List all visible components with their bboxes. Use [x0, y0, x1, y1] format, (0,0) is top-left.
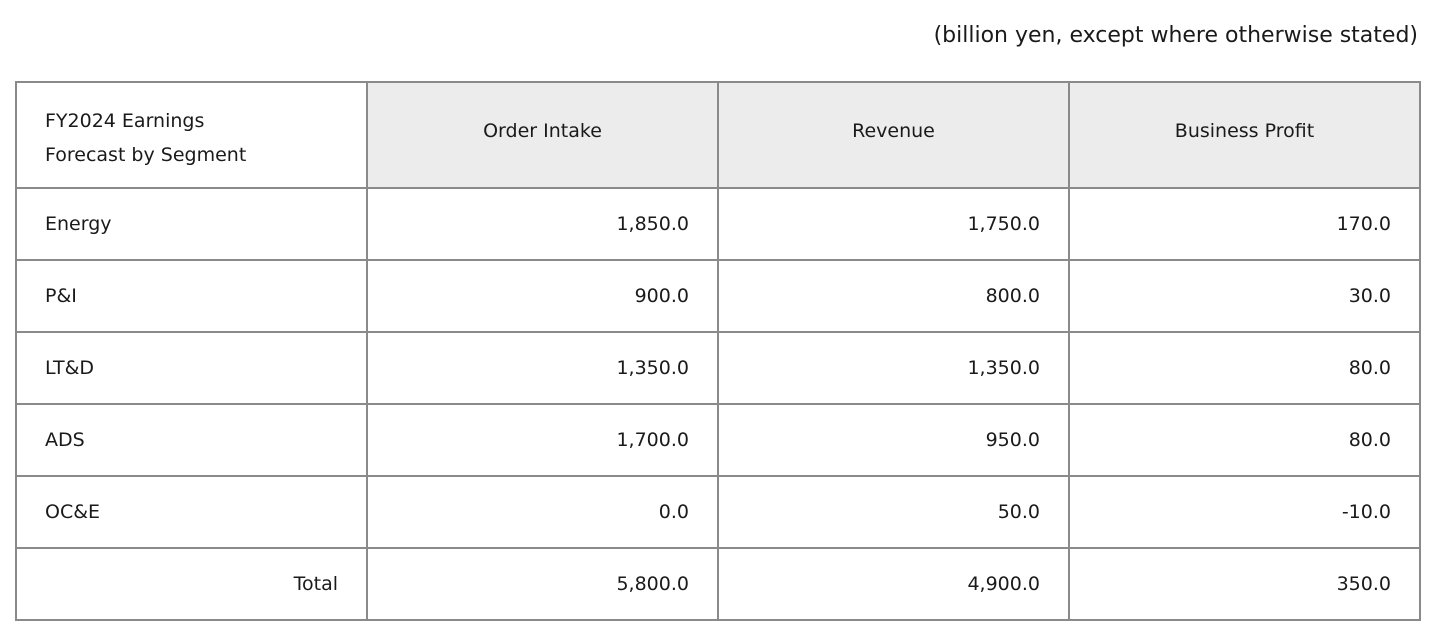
- revenue-cell: 800.0: [717, 259, 1070, 333]
- business-profit-cell: 30.0: [1068, 259, 1421, 333]
- revenue-cell: 1,350.0: [717, 331, 1070, 405]
- order-intake-cell: 1,350.0: [366, 331, 719, 405]
- segment-name: OC&E: [15, 475, 368, 549]
- column-header-order-intake: Order Intake: [366, 81, 719, 189]
- table-row-ads: ADS 1,700.0 950.0 80.0: [15, 403, 1421, 477]
- segment-forecast-table: FY2024 Earnings Forecast by Segment Orde…: [15, 81, 1421, 621]
- total-label: Total: [15, 547, 368, 621]
- business-profit-cell: 170.0: [1068, 187, 1421, 261]
- corner-header-line2: Forecast by Segment: [45, 144, 247, 166]
- column-header-revenue: Revenue: [717, 81, 1070, 189]
- corner-header: FY2024 Earnings Forecast by Segment: [15, 81, 368, 189]
- table-row-pi: P&I 900.0 800.0 30.0: [15, 259, 1421, 333]
- unit-note: (billion yen, except where otherwise sta…: [933, 23, 1418, 48]
- corner-header-line1: FY2024 Earnings: [45, 110, 205, 132]
- revenue-cell: 50.0: [717, 475, 1070, 549]
- order-intake-cell: 0.0: [366, 475, 719, 549]
- revenue-cell: 1,750.0: [717, 187, 1070, 261]
- table-row-energy: Energy 1,850.0 1,750.0 170.0: [15, 187, 1421, 261]
- revenue-cell: 950.0: [717, 403, 1070, 477]
- business-profit-cell: 350.0: [1068, 547, 1421, 621]
- order-intake-cell: 1,850.0: [366, 187, 719, 261]
- table-row-oce: OC&E 0.0 50.0 -10.0: [15, 475, 1421, 549]
- business-profit-cell: -10.0: [1068, 475, 1421, 549]
- revenue-cell: 4,900.0: [717, 547, 1070, 621]
- order-intake-cell: 900.0: [366, 259, 719, 333]
- header-row: FY2024 Earnings Forecast by Segment Orde…: [15, 81, 1421, 189]
- business-profit-cell: 80.0: [1068, 331, 1421, 405]
- table-row-total: Total 5,800.0 4,900.0 350.0: [15, 547, 1421, 621]
- segment-name: LT&D: [15, 331, 368, 405]
- segment-name: ADS: [15, 403, 368, 477]
- table-row-ltd: LT&D 1,350.0 1,350.0 80.0: [15, 331, 1421, 405]
- column-header-business-profit: Business Profit: [1068, 81, 1421, 189]
- order-intake-cell: 5,800.0: [366, 547, 719, 621]
- segment-name: P&I: [15, 259, 368, 333]
- segment-name: Energy: [15, 187, 368, 261]
- order-intake-cell: 1,700.0: [366, 403, 719, 477]
- business-profit-cell: 80.0: [1068, 403, 1421, 477]
